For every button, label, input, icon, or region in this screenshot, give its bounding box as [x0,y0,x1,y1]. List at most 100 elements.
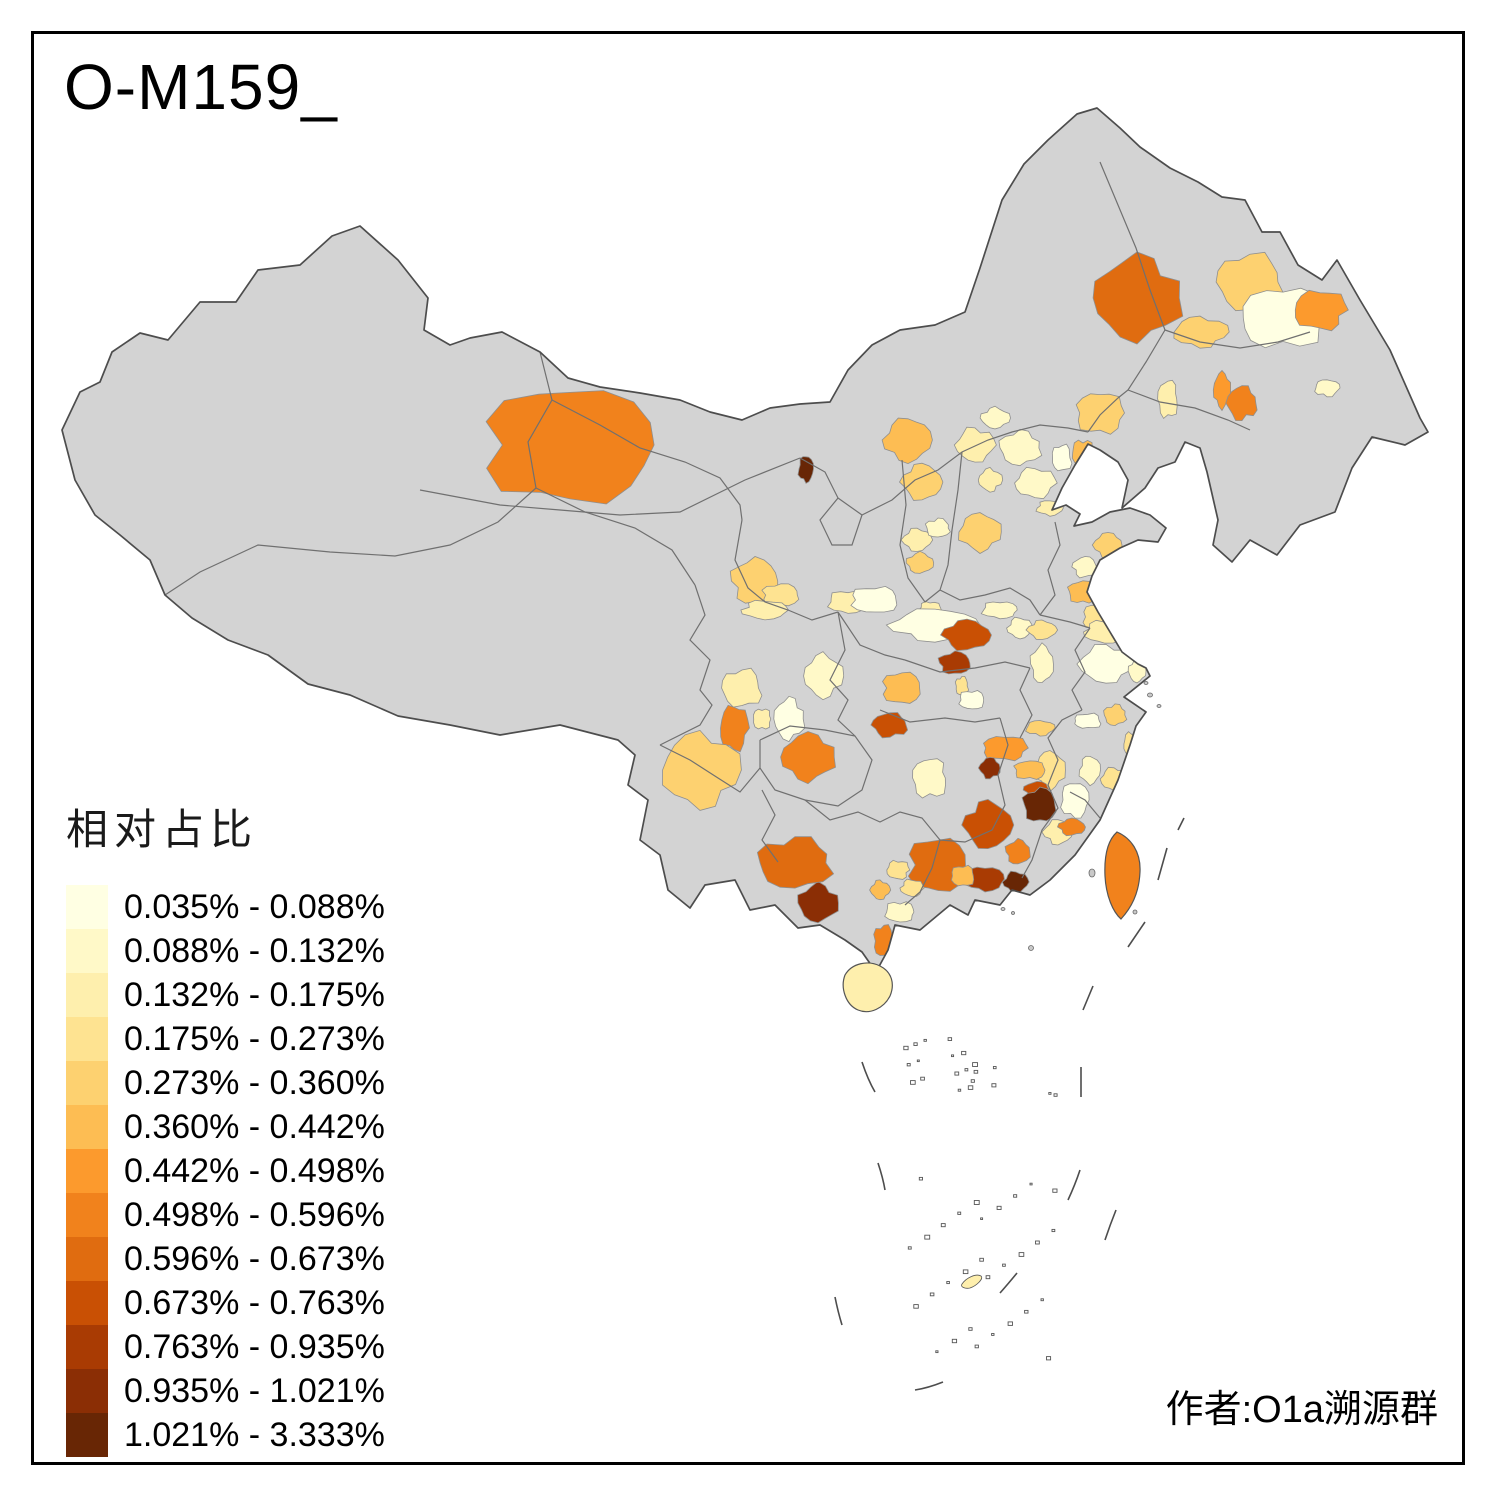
province-border [1071,627,1091,711]
legend-row: 0.763% - 0.935% [66,1325,385,1369]
map-region [937,650,971,675]
province-border [1021,709,1083,879]
legend-row: 0.088% - 0.132% [66,929,385,973]
province-border [904,839,941,906]
legend: 相对占比 0.035% - 0.088% 0.088% - 0.132% 0.132… [66,796,385,1457]
map-region [884,901,915,923]
map-region [1051,443,1073,472]
legend-row: 0.442% - 0.498% [66,1149,385,1193]
legend-swatch [66,1281,108,1325]
map-region [752,708,772,730]
legend-swatch [66,1413,108,1457]
legend-range-label: 1.021% - 3.333% [124,1415,385,1454]
dash-segment [1127,921,1146,948]
island-speck [1035,1240,1040,1245]
dash-segment [861,1061,876,1093]
map-region [950,864,975,887]
legend-row: 0.175% - 0.273% [66,1017,385,1061]
island-speck [968,1327,973,1331]
province-border [904,659,1031,673]
legend-range-label: 0.175% - 0.273% [124,1019,385,1058]
island-speck [1029,1182,1033,1186]
legend-range-label: 0.132% - 0.175% [124,975,385,1014]
island-speck [1048,1092,1052,1095]
legend-swatch [66,1105,108,1149]
island-speck [980,1217,984,1220]
province-border [659,744,761,793]
map-region [1294,289,1349,332]
legend-range-label: 0.763% - 0.935% [124,1327,385,1366]
nine-dash-line [834,817,1185,1391]
map-region [850,585,898,613]
legend-row: 0.360% - 0.442% [66,1105,385,1149]
island-speck [970,1079,975,1083]
map-region [1056,817,1086,837]
island-speck [974,1344,979,1349]
dash-segment [914,1381,944,1391]
map-region [1066,580,1098,604]
map-region [1157,379,1178,420]
island-speck [920,1076,925,1081]
island-dot [1028,945,1034,951]
map-region [756,836,835,889]
map-region [1006,616,1034,640]
island-speck [972,1062,978,1067]
attribution-text: 作者:O1a溯源群 [1165,1389,1438,1431]
legend-range-label: 0.360% - 0.442% [124,1107,385,1146]
south-sea-islet [961,1274,983,1289]
province-border [734,519,839,621]
map-region [958,512,1002,554]
map-region [882,671,921,704]
island-speck [1018,1252,1025,1257]
island-speck [935,1350,939,1354]
island-speck [962,1269,969,1275]
map-region [979,405,1011,430]
map-region [881,417,933,465]
map-region [1013,760,1046,780]
island-speck [903,1045,909,1051]
map-region [1092,251,1184,345]
island-speck [1046,1356,1052,1361]
island-speck [996,1205,1002,1210]
map-region [1025,619,1059,640]
map-region [980,601,1018,620]
map-region [899,878,925,897]
island-speck [916,1059,920,1063]
map-region [1029,642,1054,684]
map-region [977,756,1001,780]
province-border [829,611,856,737]
island-speck [954,1071,960,1076]
map-region [953,426,997,463]
legend-swatch [66,1237,108,1281]
province-border [837,611,906,661]
island-speck [973,1069,979,1074]
map-region [803,651,845,701]
map-region [998,428,1043,467]
island-speck [924,1234,931,1240]
island-speck [929,1292,935,1297]
map-region [1025,720,1056,737]
map-region [1074,712,1102,729]
map-region [869,879,892,901]
island-speck [957,1088,962,1092]
map-region [905,550,935,574]
map-region [1225,385,1258,422]
province-border [659,584,713,746]
legend-row: 0.132% - 0.175% [66,973,385,1017]
map-region [740,599,790,621]
legend-range-label: 0.088% - 0.132% [124,931,385,970]
legend-range-label: 0.596% - 0.673% [124,1239,385,1278]
island-dot [1011,911,1015,915]
island-speck [985,1275,991,1280]
island-speck [923,1038,927,1042]
national-boundary [61,107,1429,973]
map-region [1078,755,1101,787]
map-region [961,798,1015,850]
dash-segment [877,1162,886,1191]
legend-range-label: 0.498% - 0.596% [124,1195,385,1234]
legend-row: 0.673% - 0.763% [66,1281,385,1325]
legend-range-label: 0.035% - 0.088% [124,887,385,926]
page-title: O-M159_ [64,51,338,123]
map-region [761,583,800,607]
